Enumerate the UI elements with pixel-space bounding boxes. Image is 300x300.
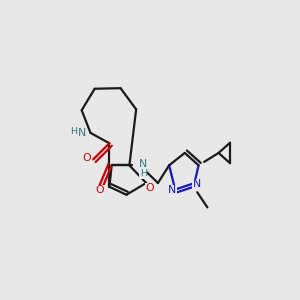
Text: H: H [140,169,147,178]
Text: H: H [70,127,77,136]
Text: N: N [168,185,176,195]
Text: O: O [96,185,104,195]
Text: O: O [146,183,154,193]
Text: N: N [139,159,147,170]
Text: N: N [78,128,86,138]
Text: N: N [193,179,201,190]
Text: O: O [82,153,91,163]
